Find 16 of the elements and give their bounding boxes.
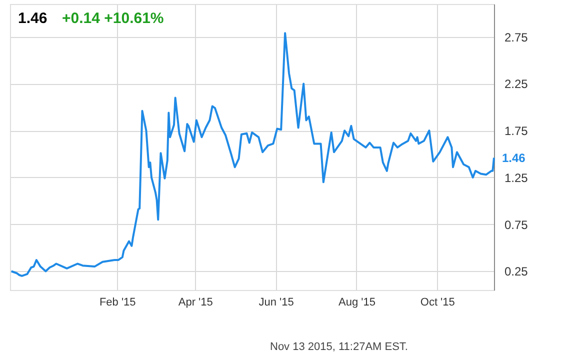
line-series — [10, 32, 495, 277]
text: Nov 13 2015, 11:27AM EST. — [270, 341, 408, 353]
y-tick-label: 0.75 — [504, 218, 528, 232]
chart-title: 1.46 — [18, 10, 48, 27]
annotation: 1.46 — [502, 150, 526, 165]
annotation: +0.14 +10.61% — [62, 10, 164, 27]
x-tick-label: Jun '15 — [258, 296, 294, 308]
x-tick-label: Oct '15 — [420, 296, 455, 308]
y-tick-label: 0.25 — [504, 264, 528, 279]
x-tick-label: Feb '15 — [99, 296, 136, 308]
y-tick-label: 1.25 — [504, 170, 528, 185]
y-tick-label: 2.25 — [504, 77, 528, 92]
x-tick-label: Aug '15 — [338, 296, 376, 308]
y-tick-label: 1.75 — [504, 124, 528, 138]
x-tick-label: Apr '15 — [178, 296, 213, 308]
y-tick-label: 2.75 — [504, 30, 528, 44]
